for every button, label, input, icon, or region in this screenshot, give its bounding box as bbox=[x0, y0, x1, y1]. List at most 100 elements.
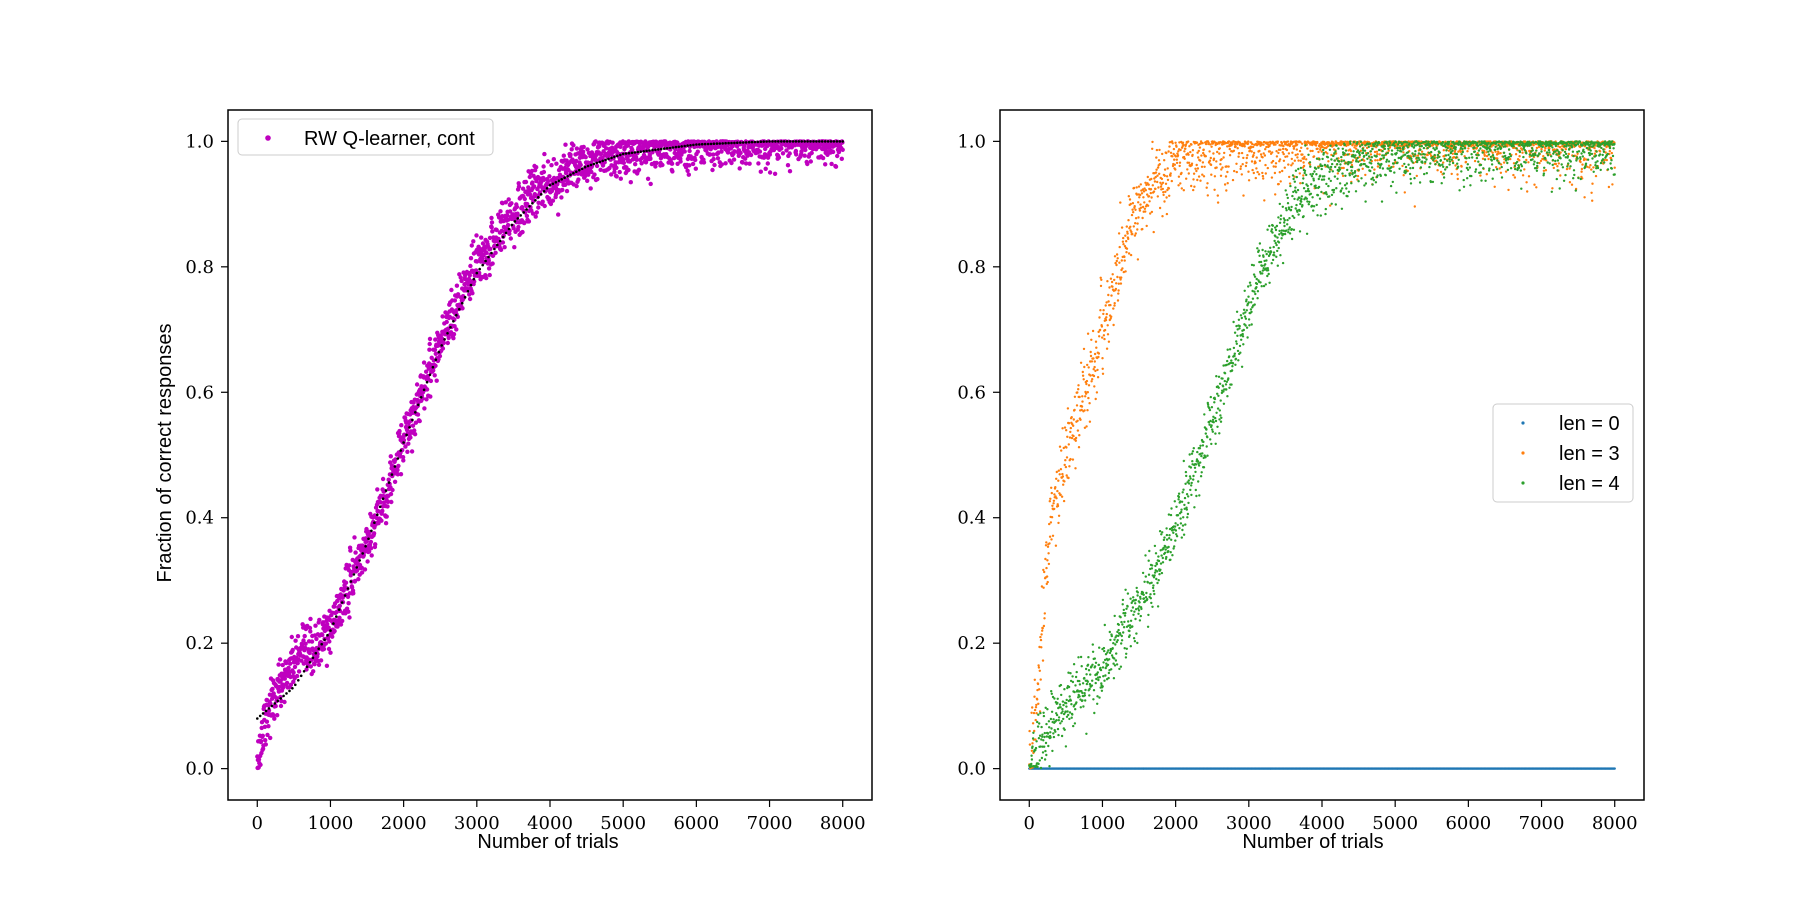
data-point bbox=[1050, 486, 1053, 489]
data-point bbox=[1286, 140, 1290, 143]
data-point bbox=[583, 155, 588, 160]
data-point bbox=[1201, 141, 1204, 145]
data-point bbox=[1376, 165, 1380, 168]
data-point bbox=[1073, 408, 1076, 412]
data-point bbox=[354, 568, 360, 573]
fit-point bbox=[809, 140, 812, 143]
fit-point bbox=[261, 712, 265, 715]
data-point bbox=[509, 201, 514, 206]
data-point bbox=[1504, 170, 1508, 173]
data-point bbox=[484, 250, 489, 256]
data-point bbox=[390, 487, 395, 493]
fit-point bbox=[305, 665, 309, 669]
data-point bbox=[1187, 153, 1190, 156]
fit-point bbox=[651, 148, 654, 152]
fit-point bbox=[733, 141, 736, 145]
data-point bbox=[1064, 465, 1068, 469]
data-point bbox=[1255, 167, 1258, 170]
data-point bbox=[1076, 391, 1079, 394]
data-point bbox=[1064, 459, 1067, 462]
fit-point bbox=[627, 151, 631, 155]
data-point bbox=[1030, 749, 1034, 752]
data-point bbox=[1169, 172, 1172, 175]
data-point bbox=[1094, 369, 1097, 373]
fit-point bbox=[425, 380, 429, 384]
data-point bbox=[1174, 168, 1177, 171]
data-point bbox=[1057, 514, 1061, 517]
fit-point bbox=[806, 140, 809, 143]
fit-point bbox=[279, 697, 283, 700]
data-point bbox=[1113, 302, 1116, 305]
data-point bbox=[594, 163, 600, 169]
fit-point bbox=[624, 152, 628, 155]
data-point bbox=[1078, 434, 1081, 437]
data-point bbox=[1243, 145, 1246, 148]
fit-point bbox=[308, 661, 312, 664]
data-point bbox=[1034, 706, 1038, 709]
data-point bbox=[1057, 521, 1060, 525]
data-point bbox=[1191, 153, 1194, 157]
data-point bbox=[1218, 152, 1221, 155]
data-point bbox=[1336, 172, 1340, 175]
data-point bbox=[1157, 186, 1160, 189]
fit-point bbox=[460, 301, 464, 305]
data-point bbox=[723, 161, 728, 166]
data-point bbox=[260, 733, 265, 738]
data-point bbox=[395, 467, 400, 473]
data-point bbox=[1162, 193, 1165, 197]
fit-point bbox=[320, 642, 324, 646]
x-tick-label: 2000 bbox=[381, 813, 427, 834]
data-point bbox=[515, 211, 520, 216]
data-point bbox=[636, 167, 642, 172]
data-point bbox=[1119, 282, 1123, 285]
data-point bbox=[1055, 470, 1059, 474]
data-point bbox=[1165, 212, 1169, 216]
data-point bbox=[1136, 258, 1140, 261]
data-point bbox=[1048, 522, 1051, 526]
fit-point bbox=[771, 140, 774, 143]
fit-point bbox=[642, 150, 645, 153]
data-point bbox=[270, 686, 275, 692]
data-point bbox=[1066, 407, 1070, 410]
data-point bbox=[258, 739, 264, 744]
data-point bbox=[1375, 150, 1379, 153]
fit-point bbox=[730, 141, 733, 145]
data-point bbox=[1140, 192, 1144, 195]
data-point bbox=[1450, 172, 1453, 176]
data-point bbox=[1039, 635, 1042, 639]
data-point bbox=[460, 306, 465, 311]
data-point bbox=[563, 170, 569, 176]
data-point bbox=[1053, 493, 1056, 496]
fit-point bbox=[376, 513, 379, 516]
data-point bbox=[1237, 155, 1240, 158]
data-point bbox=[263, 738, 268, 743]
data-point bbox=[1130, 230, 1133, 234]
fit-point bbox=[267, 707, 271, 710]
data-point bbox=[424, 387, 430, 392]
data-point bbox=[1120, 276, 1123, 279]
data-point bbox=[352, 535, 357, 540]
data-point bbox=[428, 378, 434, 384]
data-point bbox=[307, 650, 312, 656]
data-point bbox=[498, 247, 504, 252]
data-point bbox=[321, 646, 327, 652]
data-point bbox=[1050, 516, 1054, 519]
fit-point bbox=[302, 670, 306, 673]
data-point bbox=[1031, 722, 1035, 725]
fit-point bbox=[422, 388, 426, 392]
data-point bbox=[373, 542, 378, 547]
data-point bbox=[1104, 304, 1107, 307]
fit-point bbox=[782, 140, 786, 143]
data-point bbox=[413, 420, 419, 425]
data-point bbox=[397, 428, 402, 434]
fit-point bbox=[431, 365, 435, 369]
data-point bbox=[511, 226, 516, 231]
data-point bbox=[523, 179, 529, 185]
x-tick-label: 4000 bbox=[527, 813, 573, 834]
data-point bbox=[1032, 711, 1036, 715]
data-point bbox=[1213, 175, 1217, 178]
data-point bbox=[1118, 261, 1121, 264]
data-point bbox=[1108, 286, 1111, 289]
data-point bbox=[1112, 323, 1115, 327]
data-point bbox=[1094, 340, 1098, 343]
